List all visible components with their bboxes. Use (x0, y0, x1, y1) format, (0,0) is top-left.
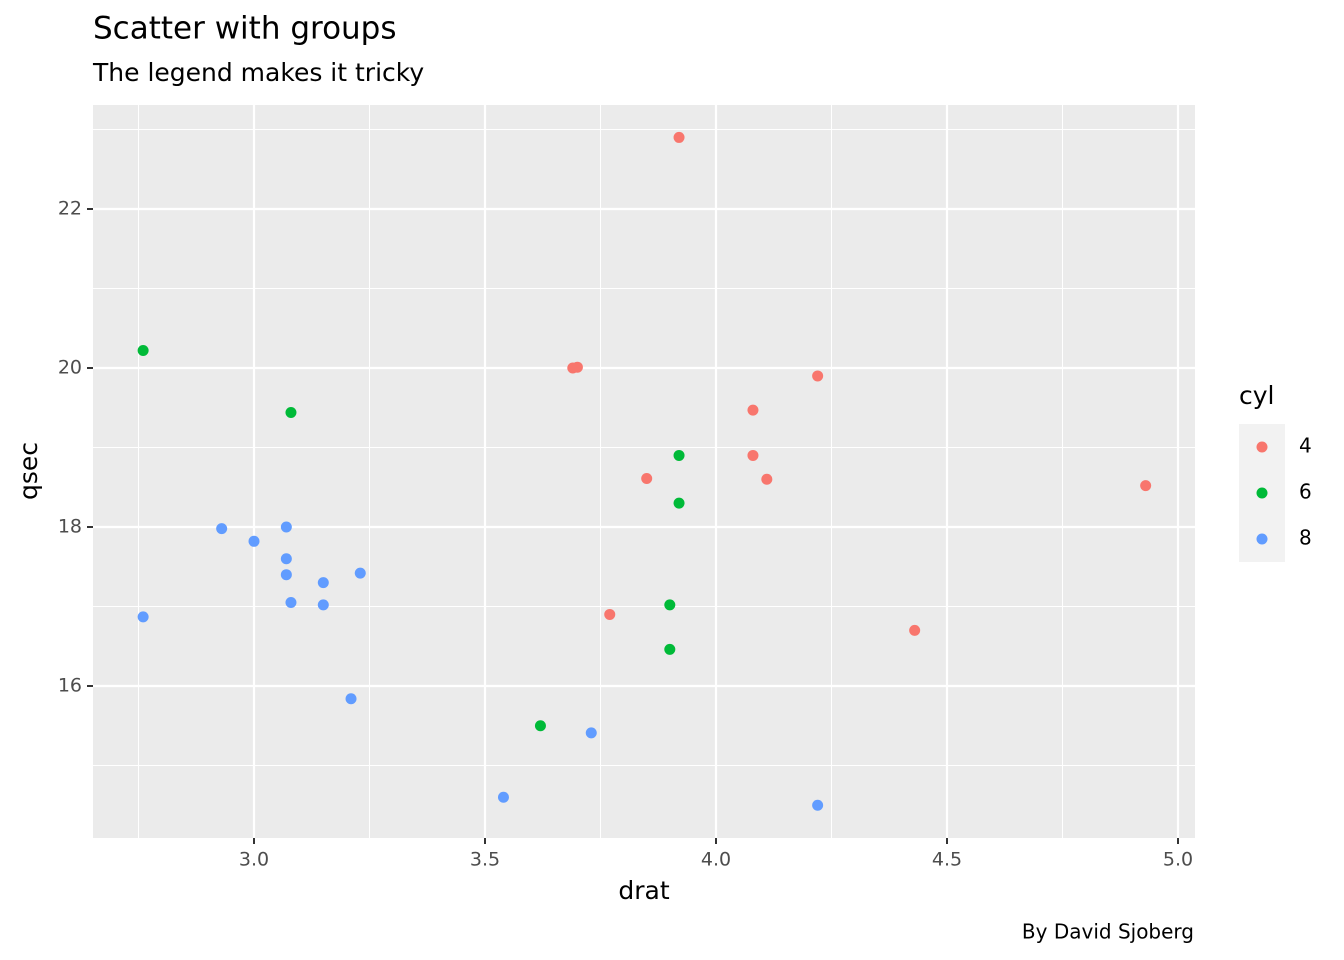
point (137, 344, 149, 356)
point (317, 577, 329, 589)
legend-key (1256, 487, 1268, 499)
point (585, 727, 597, 739)
point (137, 611, 149, 623)
point (354, 567, 366, 579)
plot-panel (93, 105, 1195, 838)
point (747, 449, 759, 461)
legend-label: 4 (1299, 434, 1312, 458)
x-tick-label: 3.5 (470, 849, 500, 871)
y-tick-label: 16 (58, 674, 82, 696)
point (534, 720, 546, 732)
x-tick-label: 3.0 (239, 849, 269, 871)
point (317, 599, 329, 611)
legend-key (1256, 441, 1268, 453)
point (604, 608, 616, 620)
point (345, 693, 357, 705)
point (1140, 480, 1152, 492)
point (673, 449, 685, 461)
legend-key (1256, 533, 1268, 545)
point (673, 131, 685, 143)
y-axis-label: qsec (14, 442, 43, 500)
point (248, 535, 260, 547)
chart-title: Scatter with groups (93, 11, 397, 47)
x-tick-label: 5.0 (1163, 849, 1193, 871)
point (641, 472, 653, 484)
point (285, 597, 297, 609)
point (909, 624, 921, 636)
point (280, 553, 292, 565)
point (285, 407, 297, 419)
caption: By David Sjoberg (1022, 920, 1194, 944)
legend-title: cyl (1239, 381, 1275, 410)
point (571, 361, 583, 373)
x-tick-label: 4.5 (932, 849, 962, 871)
legend-label: 6 (1299, 480, 1312, 504)
point (280, 569, 292, 581)
legend-label: 8 (1299, 526, 1312, 550)
point (664, 599, 676, 611)
point (216, 523, 228, 535)
point (664, 643, 676, 655)
chart-subtitle: The legend makes it tricky (92, 58, 424, 87)
point (280, 521, 292, 533)
point (812, 799, 824, 811)
y-tick-label: 20 (58, 356, 82, 378)
point (673, 497, 685, 509)
x-tick-label: 4.0 (701, 849, 731, 871)
y-tick-label: 18 (58, 515, 82, 537)
point (761, 473, 773, 485)
point (812, 370, 824, 382)
point (497, 791, 509, 803)
x-axis-label: drat (618, 876, 669, 905)
y-tick-label: 22 (58, 197, 82, 219)
point (747, 404, 759, 416)
